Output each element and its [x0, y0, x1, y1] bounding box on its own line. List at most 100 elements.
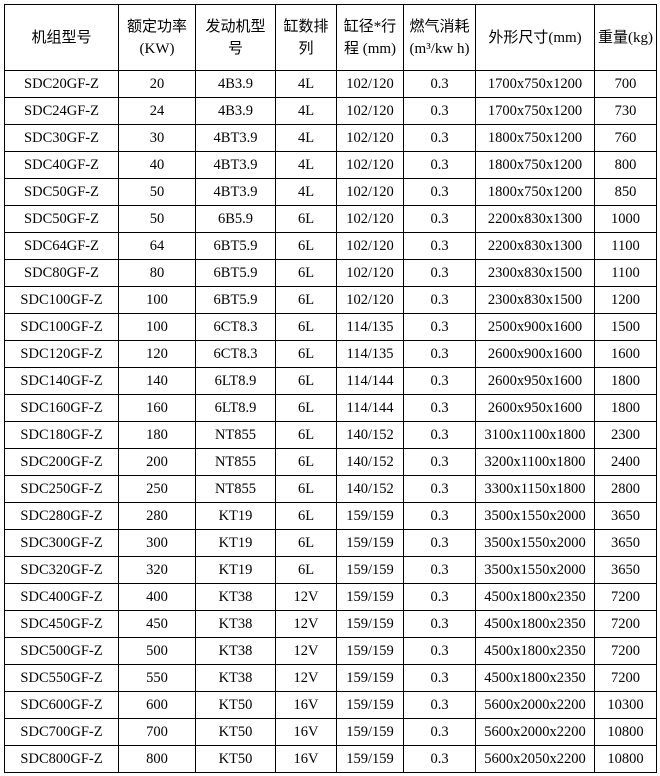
cell-dimensions: 4500x1800x2350 [475, 583, 595, 611]
cell-engine: KT19 [195, 529, 276, 557]
cell-dimensions: 2200x830x1300 [475, 205, 595, 233]
table-row: SDC160GF-Z 160 6LT8.9 6L 114/144 0.3 2600x950x… [4, 394, 657, 422]
table-row: SDC550GF-Z 550 KT38 12V 159/159 0.3 4500x1800x… [4, 664, 657, 692]
cell-gas-consumption: 0.3 [403, 232, 476, 260]
cell-dimensions: 2300x830x1500 [475, 259, 595, 287]
cell-bore-stroke: 114/135 [336, 313, 404, 341]
cell-power: 50 [118, 178, 196, 206]
cell-power: 180 [118, 421, 196, 449]
cell-bore-stroke: 102/120 [336, 124, 404, 152]
table-row: SDC200GF-Z 200 NT855 6L 140/152 0.3 3200x1100x… [4, 448, 657, 476]
cell-cylinders: 6L [275, 502, 337, 530]
cell-bore-stroke: 140/152 [336, 448, 404, 476]
cell-engine: KT50 [195, 718, 276, 746]
cell-power: 400 [118, 583, 196, 611]
cell-power: 100 [118, 286, 196, 314]
table-row: SDC80GF-Z 80 6BT5.9 6L 102/120 0.3 2300x830x15… [4, 259, 657, 287]
cell-weight: 7200 [594, 583, 657, 611]
cell-model: SDC280GF-Z [4, 502, 119, 530]
cell-cylinders: 16V [275, 745, 337, 773]
table-row: SDC120GF-Z 120 6CT8.3 6L 114/135 0.3 2600x900x… [4, 340, 657, 368]
cell-weight: 7200 [594, 637, 657, 665]
cell-gas-consumption: 0.3 [403, 259, 476, 287]
cell-cylinders: 6L [275, 367, 337, 395]
table-row: SDC800GF-Z 800 KT50 16V 159/159 0.3 5600x2050x… [4, 745, 657, 773]
cell-dimensions: 1800x750x1200 [475, 124, 595, 152]
cell-weight: 10300 [594, 691, 657, 719]
cell-dimensions: 2500x900x1600 [475, 313, 595, 341]
cell-cylinders: 6L [275, 475, 337, 503]
cell-power: 200 [118, 448, 196, 476]
cell-weight: 1500 [594, 313, 657, 341]
cell-weight: 7200 [594, 664, 657, 692]
header-weight: 重量(kg) [594, 4, 657, 71]
cell-dimensions: 2600x950x1600 [475, 394, 595, 422]
cell-dimensions: 2300x830x1500 [475, 286, 595, 314]
header-line: 列 [298, 40, 314, 57]
cell-gas-consumption: 0.3 [403, 313, 476, 341]
cell-weight: 730 [594, 97, 657, 125]
table-row: SDC400GF-Z 400 KT38 12V 159/159 0.3 4500x1800x… [4, 583, 657, 611]
cell-weight: 1200 [594, 286, 657, 314]
table-row: SDC300GF-Z 300 KT19 6L 159/159 0.3 3500x1550x2… [4, 529, 657, 557]
cell-weight: 2300 [594, 421, 657, 449]
cell-power: 30 [118, 124, 196, 152]
cell-model: SDC300GF-Z [4, 529, 119, 557]
cell-power: 450 [118, 610, 196, 638]
cell-cylinders: 16V [275, 718, 337, 746]
cell-weight: 1800 [594, 394, 657, 422]
cell-power: 100 [118, 313, 196, 341]
cell-weight: 1800 [594, 367, 657, 395]
cell-gas-consumption: 0.3 [403, 502, 476, 530]
cell-cylinders: 6L [275, 205, 337, 233]
cell-cylinders: 6L [275, 529, 337, 557]
cell-weight: 800 [594, 151, 657, 179]
cell-bore-stroke: 102/120 [336, 286, 404, 314]
cell-bore-stroke: 159/159 [336, 610, 404, 638]
cell-dimensions: 3100x1100x1800 [475, 421, 595, 449]
table-row: SDC64GF-Z 64 6BT5.9 6L 102/120 0.3 2200x830x13… [4, 232, 657, 260]
cell-bore-stroke: 102/120 [336, 97, 404, 125]
cell-engine: KT50 [195, 745, 276, 773]
cell-gas-consumption: 0.3 [403, 124, 476, 152]
cell-dimensions: 3200x1100x1800 [475, 448, 595, 476]
cell-model: SDC100GF-Z [4, 286, 119, 314]
cell-engine: KT50 [195, 691, 276, 719]
cell-gas-consumption: 0.3 [403, 394, 476, 422]
cell-gas-consumption: 0.3 [403, 340, 476, 368]
cell-weight: 10800 [594, 718, 657, 746]
cell-cylinders: 12V [275, 637, 337, 665]
cell-power: 280 [118, 502, 196, 530]
cell-bore-stroke: 102/120 [336, 232, 404, 260]
cell-gas-consumption: 0.3 [403, 367, 476, 395]
table-row: SDC140GF-Z 140 6LT8.9 6L 114/144 0.3 2600x950x… [4, 367, 657, 395]
cell-engine: 4BT3.9 [195, 124, 276, 152]
cell-engine: 4BT3.9 [195, 178, 276, 206]
cell-engine: NT855 [195, 421, 276, 449]
cell-model: SDC30GF-Z [4, 124, 119, 152]
cell-gas-consumption: 0.3 [403, 421, 476, 449]
cell-engine: KT38 [195, 664, 276, 692]
cell-weight: 3650 [594, 502, 657, 530]
cell-engine: 6LT8.9 [195, 394, 276, 422]
cell-power: 24 [118, 97, 196, 125]
cell-power: 120 [118, 340, 196, 368]
cell-gas-consumption: 0.3 [403, 475, 476, 503]
cell-dimensions: 3500x1550x2000 [475, 529, 595, 557]
cell-dimensions: 1800x750x1200 [475, 178, 595, 206]
table-row: SDC30GF-Z 30 4BT3.9 4L 102/120 0.3 1800x750x12… [4, 124, 657, 152]
cell-gas-consumption: 0.3 [403, 529, 476, 557]
cell-gas-consumption: 0.3 [403, 745, 476, 773]
cell-power: 800 [118, 745, 196, 773]
cell-power: 700 [118, 718, 196, 746]
cell-engine: 4B3.9 [195, 70, 276, 98]
cell-gas-consumption: 0.3 [403, 637, 476, 665]
cell-power: 300 [118, 529, 196, 557]
cell-weight: 10800 [594, 745, 657, 773]
cell-model: SDC120GF-Z [4, 340, 119, 368]
cell-gas-consumption: 0.3 [403, 151, 476, 179]
table-row: SDC500GF-Z 500 KT38 12V 159/159 0.3 4500x1800x… [4, 637, 657, 665]
cell-cylinders: 4L [275, 124, 337, 152]
cell-weight: 1100 [594, 232, 657, 260]
cell-cylinders: 4L [275, 151, 337, 179]
